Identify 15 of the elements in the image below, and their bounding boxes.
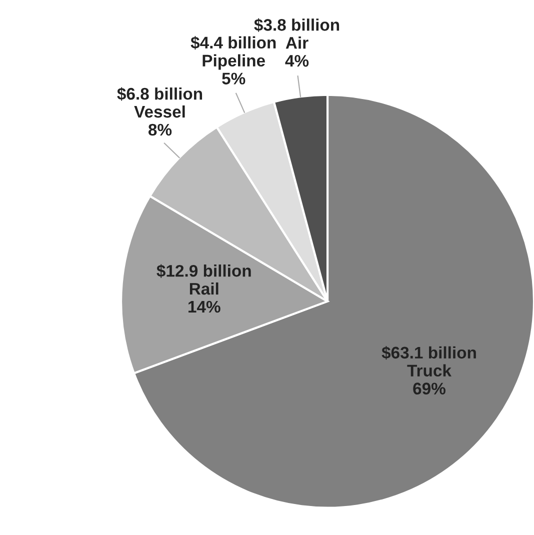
slice-label: Rail (190, 282, 218, 295)
text: 8% (148, 124, 172, 136)
slice-label: Truck (407, 364, 452, 377)
slice-label: Vessel (134, 105, 185, 118)
data-label: $4.4 billion (190, 36, 276, 50)
data-label: $12.9 billion (156, 264, 251, 278)
text: 69% (413, 382, 446, 394)
slice-label: Air (286, 36, 308, 49)
data-label: $6.8 billion (117, 87, 202, 101)
text: 5% (222, 72, 246, 84)
slice-label: Pipeline (202, 54, 265, 70)
text: 4% (285, 54, 309, 67)
text: 14% (188, 300, 220, 313)
data-label: $3.8 billion (254, 18, 340, 32)
data-label: $63.1 billion (382, 346, 476, 360)
